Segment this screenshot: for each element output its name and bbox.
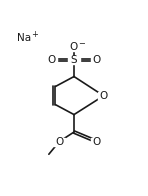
Text: O: O: [93, 137, 101, 147]
Text: +: +: [31, 30, 38, 39]
Bar: [45, 56, 57, 64]
Bar: [13, 34, 38, 42]
Text: O: O: [69, 42, 77, 52]
Bar: [53, 138, 65, 145]
Text: Na: Na: [17, 33, 32, 43]
Bar: [67, 43, 81, 51]
Bar: [91, 138, 103, 145]
Bar: [98, 92, 110, 100]
Text: −: −: [78, 39, 85, 48]
Text: S: S: [71, 55, 77, 65]
Text: O: O: [93, 55, 101, 65]
Bar: [68, 56, 80, 64]
Text: O: O: [47, 55, 55, 65]
Bar: [91, 56, 103, 64]
Text: O: O: [99, 91, 108, 101]
Text: O: O: [55, 137, 63, 147]
